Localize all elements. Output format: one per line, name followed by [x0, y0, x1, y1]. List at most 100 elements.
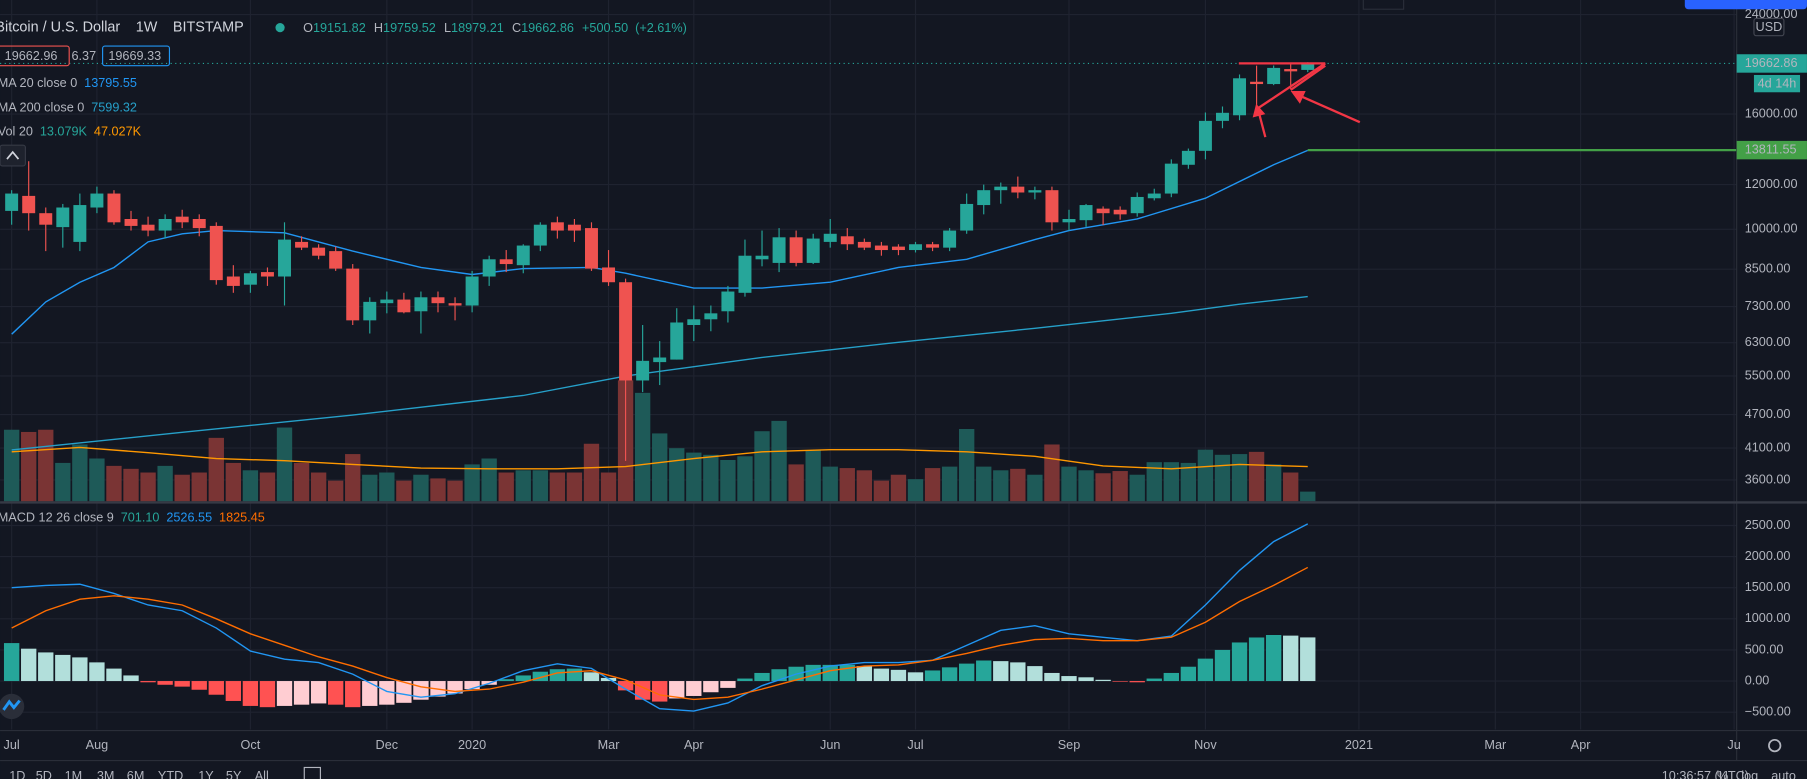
symbol: Bitcoin / U.S. Dollar [0, 19, 120, 35]
volume-bar [976, 466, 992, 502]
ask-box[interactable] [102, 45, 171, 67]
legend-value: 1825.45 [219, 511, 265, 525]
volume-bar [669, 448, 685, 502]
volume-bar [106, 465, 122, 502]
volume-bar [737, 456, 753, 502]
bid-box[interactable] [0, 45, 70, 67]
candle-body [5, 193, 19, 211]
currency-box[interactable] [1753, 17, 1785, 37]
macd-histogram-bar [617, 681, 634, 691]
macd-histogram-bar [38, 652, 54, 682]
volume-bar [1180, 462, 1197, 502]
legend-name: Vol 20 [0, 125, 33, 139]
arrow[interactable] [1258, 114, 1267, 138]
candle-body [1130, 196, 1144, 214]
volume-bar [1214, 454, 1231, 502]
candle-body [687, 319, 701, 326]
ask[interactable]: 19669.33 [108, 49, 161, 63]
candle-body [1011, 186, 1025, 193]
arrow[interactable] [1301, 95, 1361, 124]
countdown: 4d 14h [1758, 77, 1797, 91]
timeframe-button[interactable]: 1Y [198, 769, 214, 779]
logo-mark [2, 699, 21, 711]
drawing-line[interactable] [1255, 62, 1326, 111]
macd-tick-label: −500.00 [1745, 704, 1791, 718]
arrowhead [1290, 91, 1306, 104]
x-tick-label: Dec [376, 738, 399, 752]
legend-value: 47.027K [94, 125, 142, 139]
price-label: 13811.55 [1745, 142, 1797, 156]
timeframe-button[interactable]: 1D [9, 769, 25, 779]
x-tick-label: Apr [1571, 738, 1591, 752]
scale-button[interactable]: log [1741, 769, 1758, 779]
timeframe-button[interactable]: 5Y [226, 769, 242, 779]
x-tick-label: Jul [4, 738, 20, 752]
macd-histogram-bar [583, 672, 600, 682]
volume-bar [788, 464, 804, 502]
volume-bar [583, 443, 600, 502]
scale-button[interactable]: auto [1771, 769, 1796, 779]
macd-histogram-bar [208, 681, 224, 695]
timeframe-button[interactable]: 6M [127, 769, 145, 779]
top-button[interactable] [1684, 0, 1807, 10]
volume-bar [123, 468, 139, 502]
volume-bar [993, 470, 1009, 502]
timeframe-button[interactable]: 3M [97, 769, 115, 779]
macd-histogram-bar [1027, 666, 1043, 682]
volume-bar [634, 392, 651, 502]
candle-body [670, 322, 684, 360]
volume-bar [293, 462, 310, 502]
candle-body [516, 245, 530, 266]
macd-histogram-bar [345, 681, 361, 708]
collapse-button[interactable] [0, 144, 26, 167]
date-range-icon[interactable] [303, 766, 321, 779]
settings-icon[interactable] [1768, 738, 1782, 753]
macd-histogram-bar [1300, 637, 1316, 682]
macd-histogram-bar [1265, 634, 1282, 682]
x-tick-label: 2020 [458, 738, 486, 752]
volume-bar [327, 480, 344, 502]
price-label-box [1736, 54, 1807, 73]
candle-body [124, 218, 138, 226]
interval: 1W [136, 19, 158, 35]
macd-histogram-bar [157, 681, 173, 685]
macd-tick-label: 0.00 [1745, 673, 1770, 687]
legend-value: 13.079K [40, 125, 88, 139]
legend-value: 13795.55 [84, 76, 137, 90]
y-tick-label: 24000.00 [1745, 7, 1798, 21]
volume-bar [310, 472, 327, 502]
volume-bar [1112, 471, 1128, 502]
timeframe-button[interactable]: YTD [158, 769, 183, 779]
macd-histogram-bar [805, 664, 821, 682]
scale-button[interactable]: % [1717, 769, 1728, 779]
bid[interactable]: 19662.96 [5, 49, 58, 63]
volume-bar [515, 470, 531, 502]
header: Bitcoin / U.S. Dollar 1W BITSTAMP [0, 19, 244, 35]
volume-bar [890, 474, 907, 502]
candle-body [1147, 193, 1161, 199]
timeframe-button[interactable]: All [255, 769, 269, 779]
volume-bar [771, 420, 787, 502]
drawing-line[interactable] [1290, 64, 1326, 91]
labels: Jul Aug Oct Dec 2020 Mar Apr Jun Jul Sep Nov 2021 Ma… [4, 7, 1807, 752]
macd-tick-label: 2500.00 [1745, 518, 1791, 532]
candle-body [329, 251, 343, 269]
candle-body [755, 255, 769, 260]
volume-bar [1163, 462, 1179, 502]
volume-bar [532, 470, 548, 502]
x-tick-label: Aug [86, 738, 109, 752]
macd-histogram-bar [822, 664, 838, 682]
macd-histogram-bar [976, 660, 992, 682]
candle-body [772, 237, 786, 263]
macd-histogram-bar [652, 681, 668, 702]
candle-body [1301, 63, 1315, 70]
currency[interactable]: USD [1756, 20, 1783, 34]
timeframe-button[interactable]: 5D [36, 769, 52, 779]
y-tick-label: 8500.00 [1745, 262, 1791, 276]
candle-body [653, 357, 667, 363]
candle-body [1216, 112, 1229, 121]
macd-histogram-bar [362, 681, 378, 706]
timeframe-button[interactable]: 1M [65, 769, 83, 779]
legend-value: 2526.55 [166, 511, 212, 525]
